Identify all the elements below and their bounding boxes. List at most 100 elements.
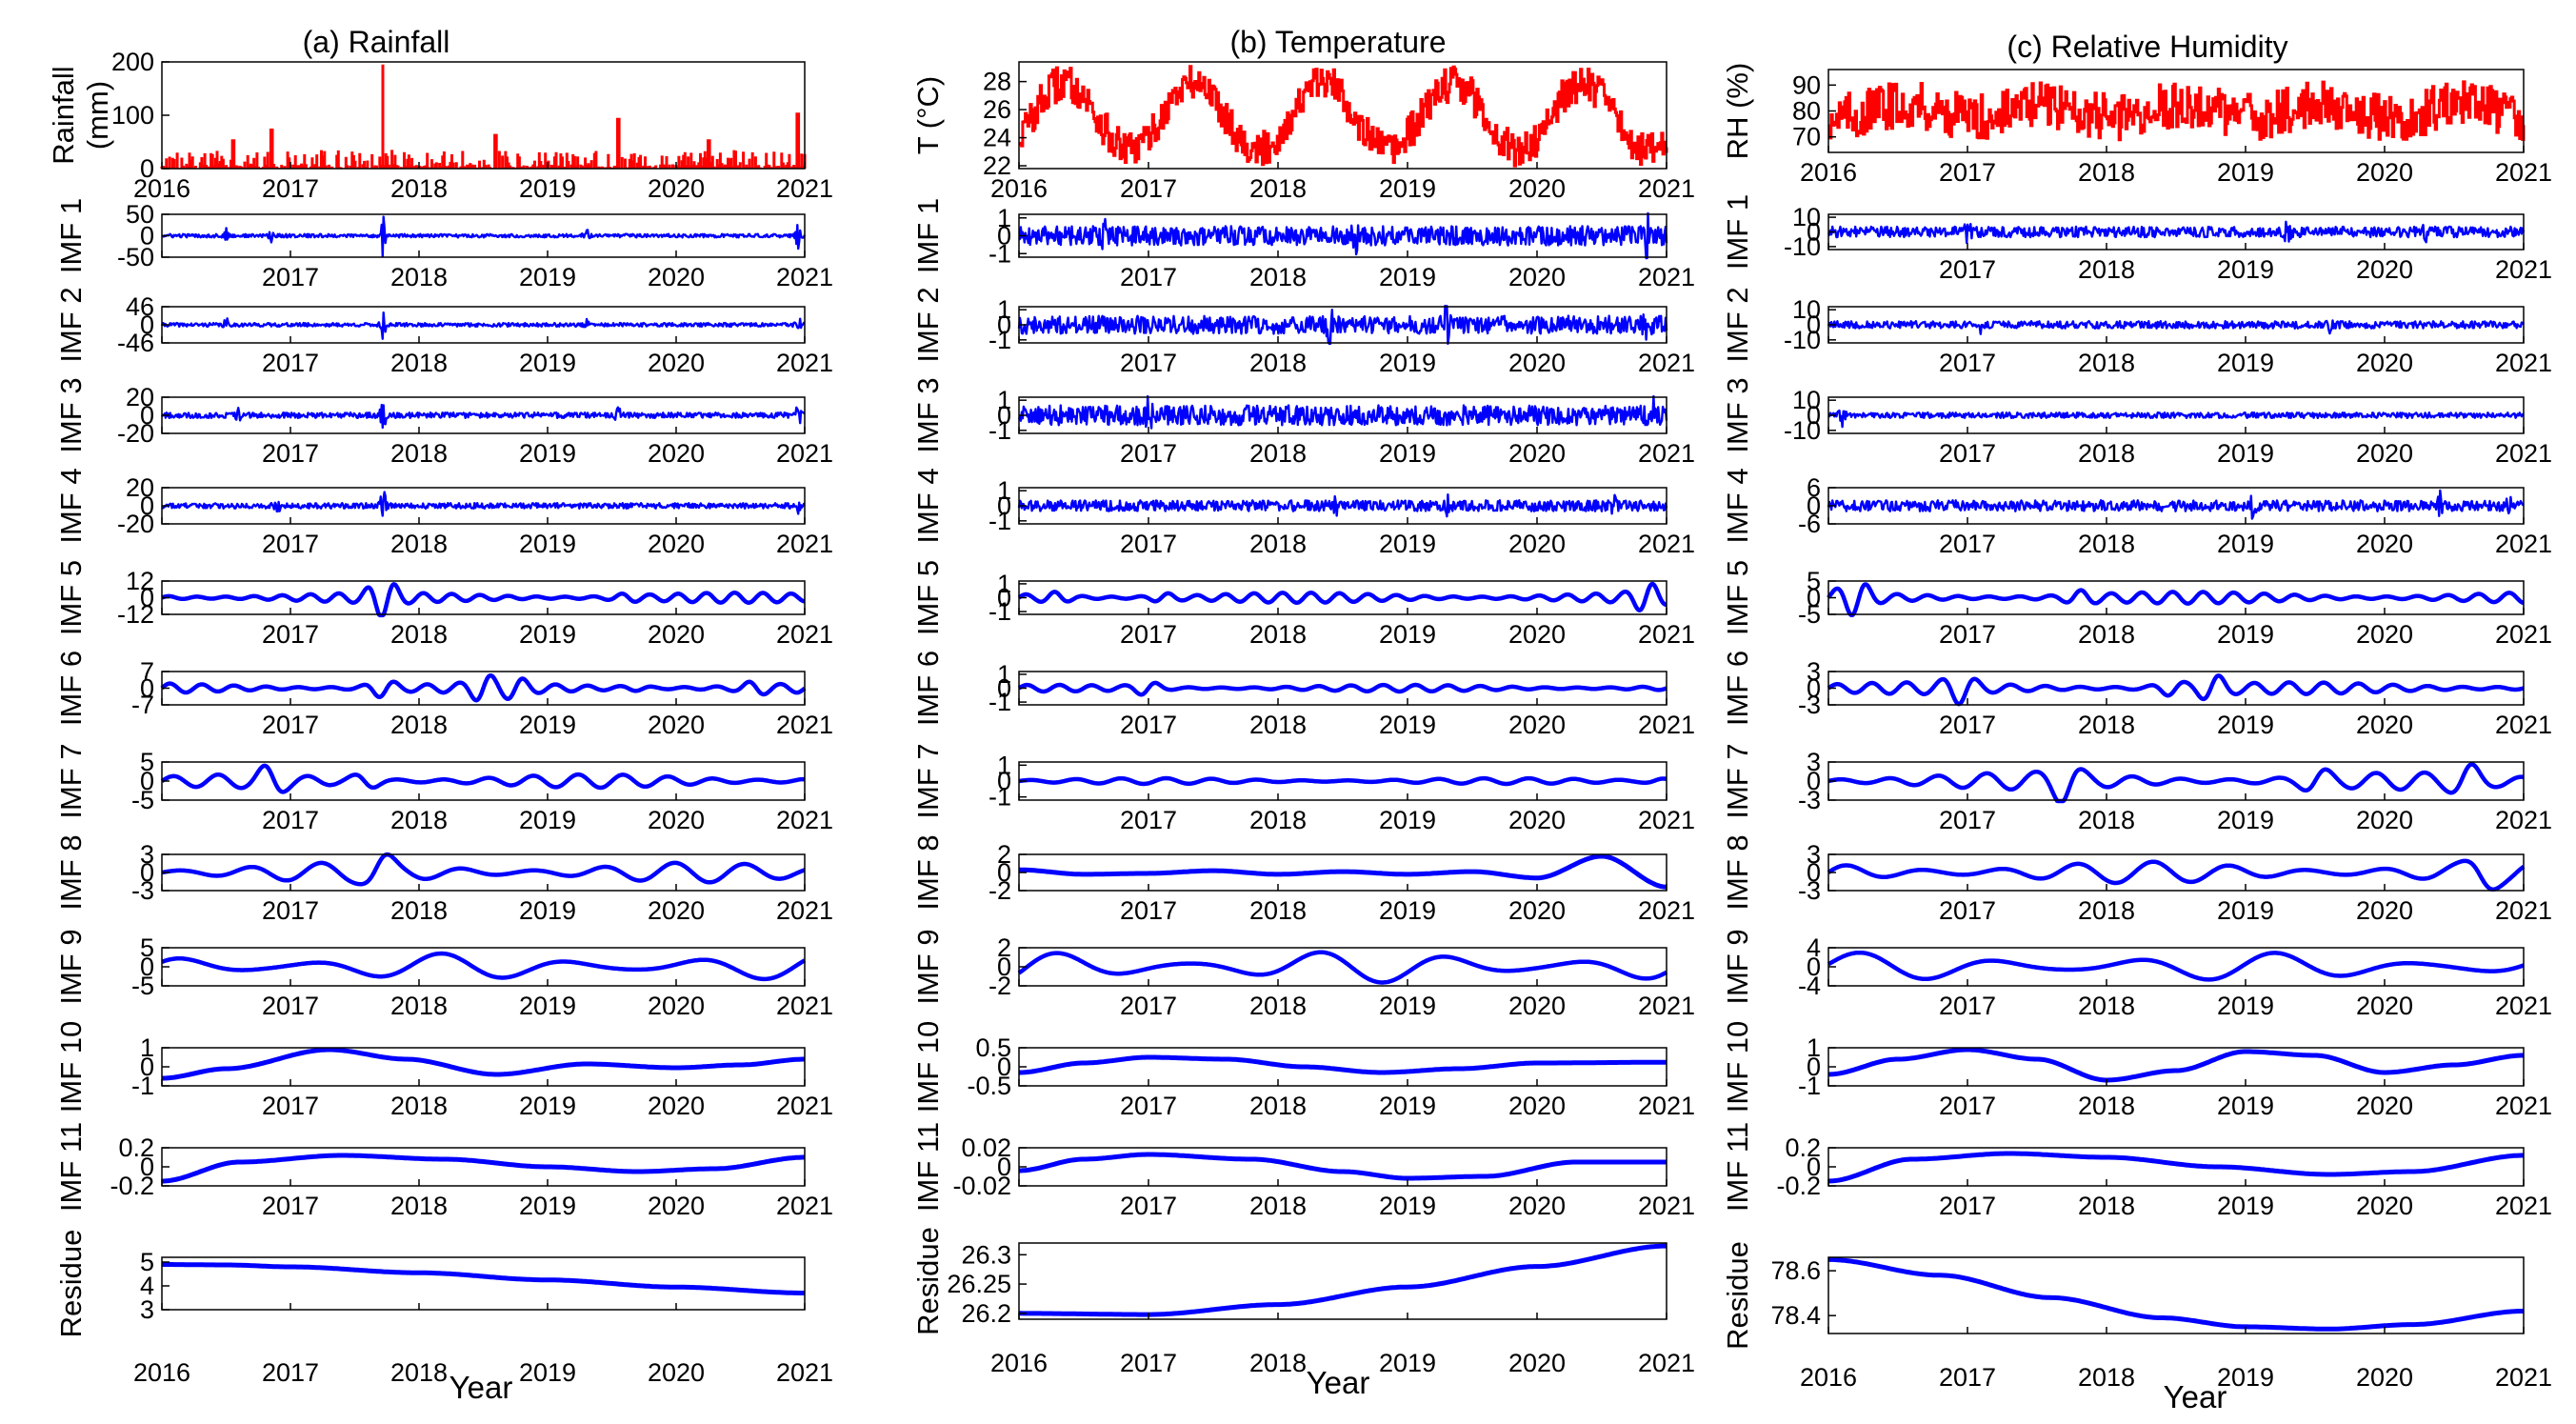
panel-c-imf-1: 100-10 2017 2018 2019 2020 2021 IMF 1 [1721, 194, 2552, 284]
x-tick-label-b-imf-1: 2020 [1508, 263, 1566, 291]
x-tick-label-b-imf-2: 2017 [1120, 349, 1177, 377]
x-axis-label-temperature: Year [1307, 1365, 1370, 1400]
y-tick-label-a-imf-11: 0.2 [118, 1133, 154, 1162]
y-tick-label-c-imf-1: -10 [1784, 232, 1821, 261]
x-tick-label-a-imf-6: 2017 [262, 711, 319, 739]
y-tick-label-c-imf-6: 3 [1807, 657, 1821, 686]
x-tick-label-b-original: 2021 [1638, 174, 1695, 203]
x-tick-label-c-imf-11: 2021 [2495, 1192, 2552, 1220]
y-axis-label-a-imf-4: IMF 4 [54, 468, 88, 543]
x-tick-label-b-original: 2019 [1379, 174, 1436, 203]
panel-b-imf-9: 20-2 2017 2018 2019 2020 2021 IMF 9 [911, 929, 1695, 1020]
x-tick-label-b-residue: 2019 [1379, 1349, 1436, 1377]
x-tick-label-b-imf-1: 2021 [1638, 263, 1695, 291]
x-tick-label-c-imf-7: 2018 [2078, 806, 2135, 834]
x-tick-label-c-imf-9: 2019 [2217, 992, 2274, 1020]
x-tick-label-a-imf-2: 2019 [519, 349, 576, 377]
panel-b-imf-1: 10-1 2017 2018 2019 2020 2021 IMF 1 [911, 198, 1695, 291]
x-tick-label-c-imf-4: 2017 [1939, 530, 1996, 558]
y-axis-label-c-imf-5: IMF 5 [1721, 560, 1754, 635]
y-axis-label-b-imf-6: IMF 6 [911, 651, 945, 726]
x-tick-label-b-original: 2020 [1508, 174, 1566, 203]
x-tick-label-c-imf-2: 2019 [2217, 349, 2274, 377]
x-tick-label-a-imf-6: 2021 [776, 711, 833, 739]
panel-b-imf-2: 10-1 2017 2018 2019 2020 2021 IMF 2 [911, 287, 1695, 377]
y-tick-label-b-imf-6: 1 [997, 660, 1011, 689]
y-tick-label-c-imf-11: 0 [1807, 1153, 1821, 1181]
panel-b-imf-11: 0.020-0.02 2017 2018 2019 2020 2021 IMF 11 [911, 1122, 1695, 1220]
x-tick-label-c-imf-8: 2018 [2078, 896, 2135, 925]
y-tick-label-b-original: 28 [983, 68, 1011, 96]
y-tick-label-a-imf-1: 0 [140, 222, 154, 251]
x-axis-label-humidity: Year [2164, 1379, 2227, 1414]
y-tick-label-c-imf-10: 1 [1807, 1033, 1821, 1062]
series-b-imf-5 [1017, 581, 1668, 612]
panel-c-imf-3: 100-10 2017 2018 2019 2020 2021 IMF 3 [1721, 377, 2552, 468]
x-tick-label-c-imf-1: 2021 [2495, 255, 2552, 284]
panel-a-imf-5: 120-12 2017 2018 2019 2020 2021 IMF 5 [54, 560, 833, 649]
x-tick-label-c-original: 2018 [2078, 158, 2135, 187]
y-tick-label-b-imf-8: -2 [988, 876, 1011, 905]
x-tick-label-b-residue: 2016 [990, 1349, 1048, 1377]
y-tick-label-a-original: 0 [140, 154, 154, 183]
x-tick-label-a-imf-7: 2019 [519, 806, 576, 834]
x-tick-label-b-residue: 2021 [1638, 1349, 1695, 1377]
y-tick-label-a-imf-9: 5 [140, 933, 154, 962]
y-axis-label-c-imf-6: IMF 6 [1721, 651, 1754, 726]
x-tick-label-c-imf-8: 2019 [2217, 896, 2274, 925]
y-tick-label-b-imf-11: 0 [997, 1153, 1011, 1181]
x-tick-label-a-imf-8: 2017 [262, 896, 319, 925]
y-tick-label-c-imf-9: 0 [1807, 953, 1821, 981]
y-tick-label-b-imf-2: 1 [997, 295, 1011, 324]
series-a-imf-9 [160, 951, 807, 982]
x-tick-label-a-imf-3: 2017 [262, 439, 319, 468]
x-tick-label-b-imf-11: 2020 [1508, 1192, 1566, 1220]
x-tick-label-c-imf-10: 2019 [2217, 1092, 2274, 1120]
x-tick-label-a-imf-6: 2019 [519, 711, 576, 739]
series-b-imf-6 [1017, 680, 1668, 697]
y-axis-label-a-imf-3: IMF 3 [54, 377, 88, 452]
y-tick-label-c-imf-6: -3 [1798, 691, 1821, 719]
x-tick-label-c-imf-4: 2021 [2495, 530, 2552, 558]
y-axis-label-b-imf-8: IMF 8 [911, 834, 945, 910]
y-axis-label-c-imf-1: IMF 1 [1721, 194, 1754, 270]
y-tick-label-c-imf-3: 0 [1807, 401, 1821, 430]
x-tick-label-c-imf-8: 2017 [1939, 896, 1996, 925]
y-axis-label-b-imf-11: IMF 11 [911, 1122, 945, 1212]
y-tick-label-c-imf-1: 10 [1792, 203, 1821, 231]
y-tick-label-c-imf-4: -6 [1798, 510, 1821, 538]
x-tick-label-a-imf-2: 2018 [390, 349, 448, 377]
y-axis-label-b-imf-7: IMF 7 [911, 743, 945, 818]
y-tick-label-c-imf-3: -10 [1784, 416, 1821, 445]
x-tick-label-c-imf-11: 2020 [2356, 1192, 2413, 1220]
series-c-imf-1 [1827, 220, 2526, 245]
x-tick-label-b-residue: 2020 [1508, 1349, 1566, 1377]
x-tick-label-a-imf-11: 2017 [262, 1192, 319, 1220]
x-tick-label-c-imf-7: 2020 [2356, 806, 2413, 834]
x-tick-label-b-imf-2: 2021 [1638, 349, 1695, 377]
x-tick-label-b-imf-6: 2017 [1120, 711, 1177, 739]
x-tick-label-a-imf-8: 2019 [519, 896, 576, 925]
panel-a-original: 0 100 200 2016 2017 2018 2019 2020 2021 Rainfall(… [47, 48, 833, 203]
panel-b-imf-7: 10-1 2017 2018 2019 2020 2021 IMF 7 [911, 743, 1695, 834]
y-tick-label-a-imf-7: 0 [140, 767, 154, 795]
series-a-imf-7 [160, 763, 807, 794]
x-tick-label-c-original: 2016 [1800, 158, 1857, 187]
axes-frame-b-imf-11 [1018, 1147, 1667, 1187]
series-b-imf-7 [1017, 775, 1668, 787]
x-tick-label-c-imf-3: 2020 [2356, 439, 2413, 468]
x-tick-label-b-imf-4: 2019 [1379, 530, 1436, 558]
y-tick-label-b-imf-9: -2 [988, 972, 1011, 1000]
x-tick-label-a-imf-7: 2017 [262, 806, 319, 834]
x-tick-label-b-imf-7: 2017 [1120, 806, 1177, 834]
y-tick-label-c-imf-1: 0 [1807, 218, 1821, 247]
y-tick-label-a-residue: 4 [140, 1272, 154, 1300]
y-axis-label-c-imf-8: IMF 8 [1721, 834, 1754, 910]
x-tick-label-a-imf-9: 2020 [648, 992, 705, 1020]
y-axis-label-a-imf-6: IMF 6 [54, 651, 88, 726]
x-tick-label-b-imf-2: 2019 [1379, 349, 1436, 377]
panel-c-imf-7: 30-3 2017 2018 2019 2020 2021 IMF 7 [1721, 743, 2552, 834]
